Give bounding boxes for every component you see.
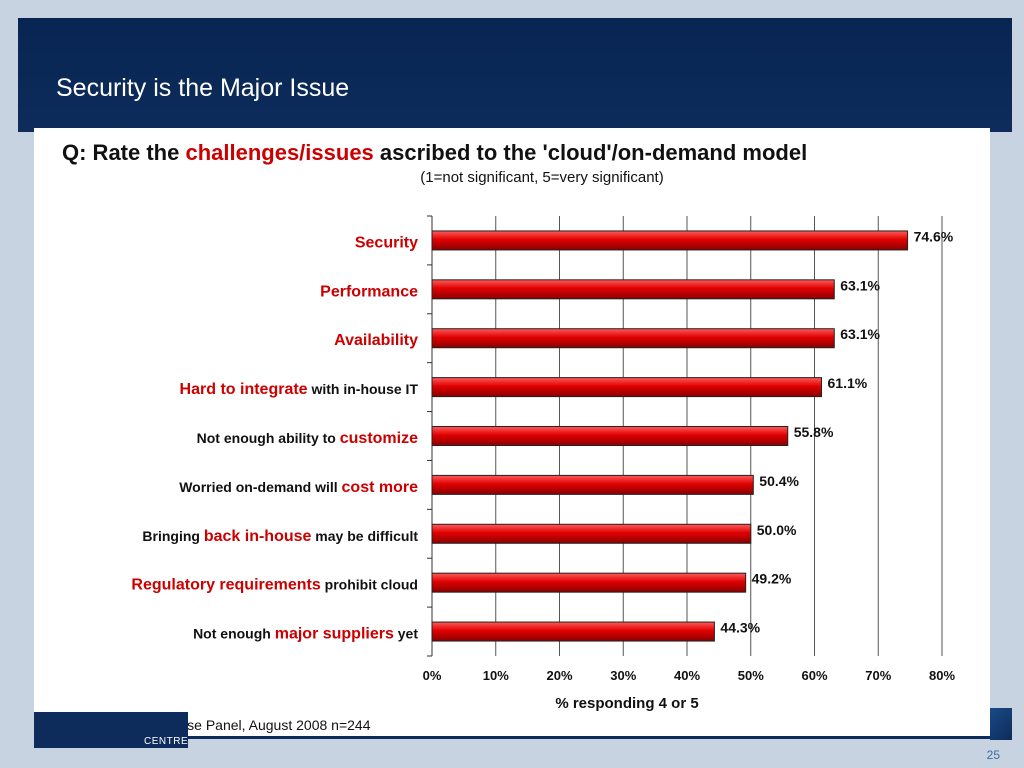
bar	[431, 230, 909, 251]
category-label-part: yet	[394, 626, 418, 642]
category-label: Hard to integrate with in-house IT	[180, 381, 419, 398]
category-label: Not enough ability to customize	[197, 430, 418, 447]
category-label-part: with in-house IT	[308, 381, 419, 397]
category-label-part: Hard to integrate	[180, 381, 308, 398]
category-label-part: Regulatory requirements	[131, 577, 320, 594]
bar	[431, 474, 754, 495]
slide-title: Security is the Major Issue	[56, 74, 350, 102]
footer-decoration	[990, 708, 1012, 740]
logo-block	[34, 712, 188, 748]
bar	[431, 523, 752, 544]
question-prefix: Q: Rate the	[62, 140, 186, 165]
logo-text: CENTRE	[144, 736, 189, 747]
category-label-part: Worried on-demand will	[179, 479, 341, 495]
footer-line	[188, 736, 1012, 739]
category-label-part: back in-house	[204, 528, 312, 545]
x-tick-label: 0%	[423, 668, 442, 683]
category-label-part: prohibit cloud	[321, 577, 418, 593]
bar	[431, 279, 835, 300]
category-label: Bringing back in-house may be difficult	[142, 528, 418, 545]
category-label: Security	[355, 234, 418, 251]
category-label-part: Bringing	[142, 528, 203, 544]
bar	[431, 377, 823, 398]
category-label-part: Not enough ability to	[197, 430, 340, 446]
chart-subtitle: (1=not significant, 5=very significant)	[420, 169, 664, 186]
bar-value-label: 49.2%	[752, 571, 792, 587]
category-label: Availability	[334, 332, 418, 349]
bar	[431, 572, 747, 593]
category-label: Regulatory requirements prohibit cloud	[131, 577, 418, 594]
chart-question: Q: Rate the challenges/issues ascribed t…	[62, 140, 982, 166]
bar-value-label: 74.6%	[914, 228, 954, 244]
bar-value-label: 55.8%	[794, 424, 834, 440]
category-label-part: Not enough	[193, 626, 275, 642]
bar-value-label: 63.1%	[840, 277, 880, 293]
bar-value-label: 50.0%	[757, 522, 797, 538]
bar	[431, 621, 715, 642]
bar-value-label: 44.3%	[720, 620, 760, 636]
x-tick-label: 50%	[738, 668, 764, 683]
bar-value-label: 50.4%	[759, 473, 799, 489]
x-tick-label: 60%	[801, 668, 827, 683]
category-label-part: cost more	[342, 479, 419, 496]
x-axis-title: % responding 4 or 5	[555, 695, 698, 712]
category-label: Not enough major suppliers yet	[193, 626, 418, 643]
category-label: Worried on-demand will cost more	[179, 479, 418, 496]
bar	[431, 426, 789, 446]
category-label-part: Availability	[334, 332, 418, 349]
question-highlight: challenges/issues	[185, 140, 374, 165]
x-tick-label: 20%	[546, 668, 572, 683]
category-label-part: may be difficult	[311, 528, 418, 544]
x-tick-label: 30%	[610, 668, 636, 683]
bar-value-label: 63.1%	[840, 326, 880, 342]
x-tick-label: 40%	[674, 668, 700, 683]
chart-bars	[431, 230, 909, 642]
category-label-part: Performance	[320, 283, 418, 300]
category-label-part: major suppliers	[275, 626, 394, 643]
bar	[431, 328, 835, 349]
page-number: 25	[986, 748, 1000, 762]
x-tick-label: 70%	[865, 668, 891, 683]
bar-chart: 0% 10% 20% 30% 40% 50% 60% 70% 80% 74.6% Security 6…	[131, 215, 955, 712]
bar-value-label: 61.1%	[828, 375, 868, 391]
category-label: Performance	[320, 283, 418, 300]
category-label-part: Security	[355, 234, 418, 251]
x-tick-label: 80%	[929, 668, 955, 683]
header-band	[18, 18, 1012, 132]
category-label-part: customize	[340, 430, 418, 447]
x-tick-label: 10%	[483, 668, 509, 683]
question-suffix: ascribed to the 'cloud'/on-demand model	[373, 140, 808, 165]
chart-labels: 0% 10% 20% 30% 40% 50% 60% 70% 80% 74.6% Security 6…	[131, 228, 955, 712]
